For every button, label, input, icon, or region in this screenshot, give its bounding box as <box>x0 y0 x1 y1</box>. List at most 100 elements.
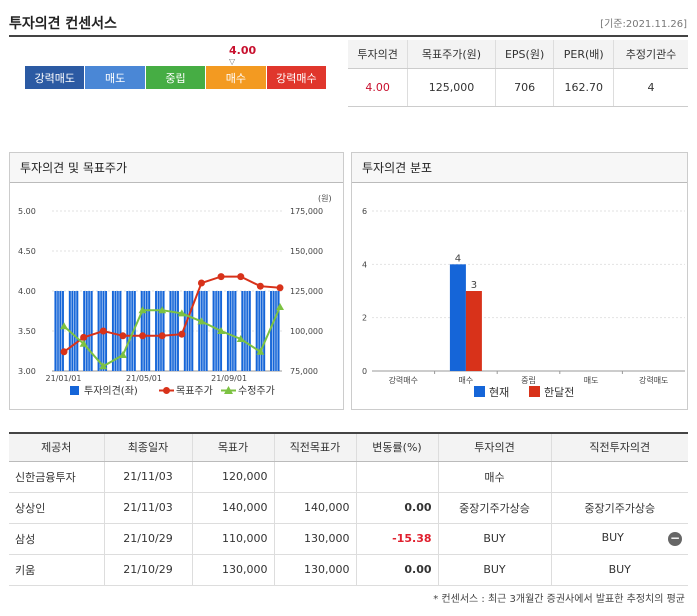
adjusted-price-point <box>99 362 108 370</box>
y-tick-label: 6 <box>362 207 367 216</box>
table-row: 키움 21/10/29 130,000 130,000 0.00 BUY BUY <box>9 554 688 586</box>
legend-label: 한달전 <box>544 386 574 399</box>
legend-swatch <box>529 386 540 397</box>
legend-label: 투자의견(좌) <box>84 385 138 397</box>
summary-header: EPS(원) <box>495 40 555 69</box>
adjusted-price-point <box>276 303 284 310</box>
cell-opinion: 매수 <box>438 461 552 493</box>
distribution-bar <box>449 264 466 371</box>
adjusted-price-point <box>138 306 147 314</box>
cell-provider: 상상인 <box>9 492 105 524</box>
y-right-tick-label: 125,000 <box>290 287 323 296</box>
collapse-minus-icon[interactable]: − <box>668 531 682 546</box>
opinion-bar <box>140 291 151 371</box>
x-tick-label: 중립 <box>521 376 536 385</box>
target-price-point <box>119 332 127 340</box>
table-row: 삼성 21/10/29 110,000 130,000 -15.38 BUY B… <box>9 523 688 555</box>
title-divider <box>9 35 688 37</box>
summary-opinion-value: 4.00 <box>348 68 409 107</box>
cell-opinion: BUY <box>438 523 552 555</box>
opinion-bar <box>255 291 266 371</box>
cell-opinion: BUY <box>438 554 552 586</box>
cell-date: 21/11/03 <box>104 492 193 524</box>
col-opinion: 투자의견 <box>438 432 552 462</box>
opinion-price-panel: 투자의견 및 목표주가 5.00 4.50 4.00 3.50 3.00 175,000 1… <box>9 152 344 410</box>
summary-header: 추정기관수 <box>613 40 688 69</box>
target-price-point <box>256 282 264 290</box>
target-price-point <box>197 279 205 287</box>
consensus-summary-table: 투자의견 목표주가(원) EPS(원) PER(배) 추정기관수 4.00 12… <box>348 40 688 107</box>
cell-target: 130,000 <box>192 554 275 586</box>
cell-change <box>356 461 439 493</box>
adjusted-price-point <box>177 309 186 317</box>
target-price-point <box>99 327 107 335</box>
legend-swatch-bar <box>70 386 79 395</box>
cell-date: 21/11/03 <box>104 461 193 493</box>
target-price-point <box>276 284 284 292</box>
cell-target: 140,000 <box>192 492 275 524</box>
cell-change: -15.38 <box>356 523 439 555</box>
distribution-panel-title: 투자의견 분포 <box>352 153 687 183</box>
distribution-chart: 6 4 2 0 강력매수 매수 중립 매도 강력매도 4 3 현재 한달전 <box>362 207 685 399</box>
opinion-bar <box>54 291 64 371</box>
distribution-bar <box>465 291 482 371</box>
cell-prev-target: 140,000 <box>274 492 357 524</box>
target-price-point <box>60 348 68 356</box>
target-price-point <box>139 332 147 340</box>
summary-header: 투자의견 <box>348 40 409 69</box>
x-tick-label: 21/09/01 <box>211 374 247 383</box>
table-row: 상상인 21/11/03 140,000 140,000 0.00 중장기주가상… <box>9 492 688 524</box>
cell-change: 0.00 <box>356 554 439 586</box>
y-tick-label: 4 <box>362 260 367 269</box>
scale-strong-buy: 강력매수 <box>266 66 327 89</box>
bar-data-label: 3 <box>471 280 477 291</box>
cell-target: 120,000 <box>192 461 275 493</box>
y-left-tick-label: 4.50 <box>18 247 36 256</box>
col-prev-target: 직전목표가 <box>274 432 357 462</box>
adjusted-price-point <box>236 335 245 342</box>
opinion-bar <box>169 291 179 371</box>
table-row: 신한금융투자 21/11/03 120,000 매수 <box>9 461 688 493</box>
legend-label: 현재 <box>489 386 509 399</box>
cell-prev-opinion-text: BUY <box>601 531 624 544</box>
y-right-unit-label: (원) <box>318 194 332 203</box>
cell-prev-opinion <box>551 461 688 493</box>
bar-data-label: 4 <box>455 253 461 264</box>
y-left-tick-label: 5.00 <box>18 207 36 216</box>
scale-sell: 매도 <box>85 66 146 89</box>
summary-header: PER(배) <box>553 40 615 69</box>
summary-per: 162.70 <box>553 68 615 107</box>
y-right-tick-label: 150,000 <box>290 247 323 256</box>
opinion-bar <box>198 291 208 371</box>
summary-target-price: 125,000 <box>407 68 496 107</box>
cell-prev-opinion: BUY <box>551 554 688 586</box>
cell-prev-opinion: BUY − <box>551 523 688 555</box>
adjusted-price-point <box>256 347 265 355</box>
y-tick-label: 2 <box>362 314 367 323</box>
opinion-bar <box>241 291 251 371</box>
col-target: 목표가 <box>192 432 275 462</box>
page-title: 투자의견 컨센서스 <box>9 16 117 32</box>
scale-buy: 매수 <box>206 66 267 89</box>
broker-estimates-table: 제공처 최종일자 목표가 직전목표가 변동률(%) 투자의견 직전투자의견 신한… <box>9 432 688 586</box>
adjusted-price-point <box>158 306 167 314</box>
col-change-rate: 변동률(%) <box>356 432 439 462</box>
adjusted-price-point <box>60 322 68 330</box>
cell-prev-target: 130,000 <box>274 523 357 555</box>
scale-neutral: 중립 <box>145 66 207 89</box>
scale-strong-sell: 강력매도 <box>25 66 86 89</box>
legend-swatch <box>474 386 485 397</box>
opinion-marker-icon: ▽ <box>229 57 236 66</box>
y-right-tick-label: 100,000 <box>290 327 323 336</box>
y-tick-label: 0 <box>362 367 367 376</box>
cell-change: 0.00 <box>356 492 439 524</box>
cell-prev-target: 130,000 <box>274 554 357 586</box>
cell-opinion: 중장기주가상승 <box>438 492 552 524</box>
y-right-tick-label: 175,000 <box>290 207 323 216</box>
y-right-tick-label: 75,000 <box>290 367 318 376</box>
opinion-bar <box>68 291 79 371</box>
target-price-point <box>237 273 245 281</box>
y-left-tick-label: 3.50 <box>18 327 36 336</box>
cell-provider: 키움 <box>9 554 105 586</box>
summary-estimator-count: 4 <box>613 68 688 107</box>
